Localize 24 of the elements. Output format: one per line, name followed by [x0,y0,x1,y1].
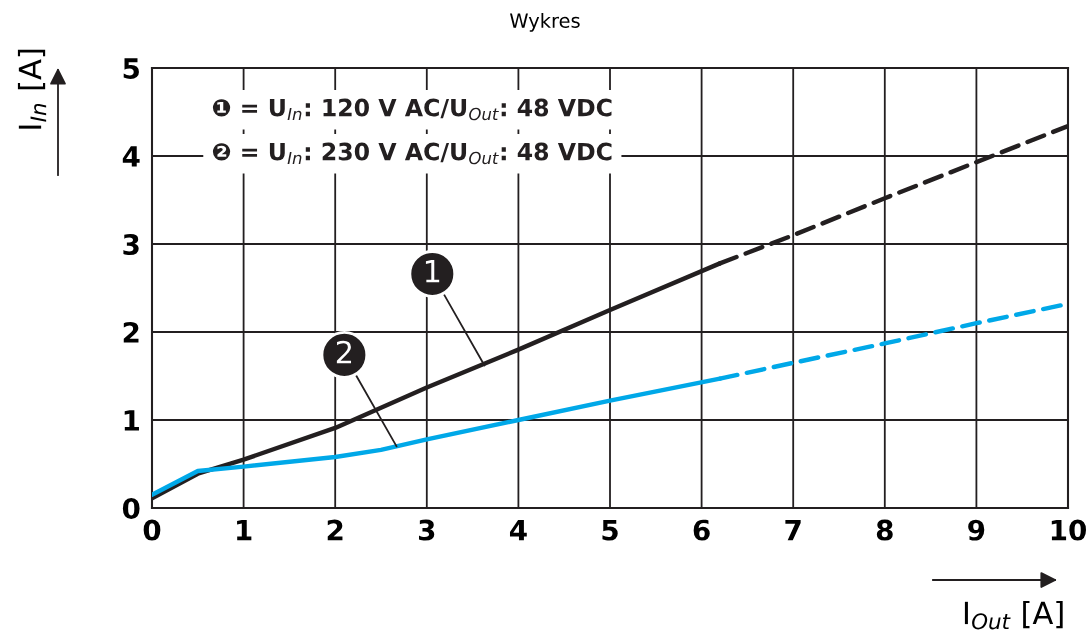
x-tick-label: 4 [509,519,527,541]
x-tick-label: 9 [968,519,985,541]
y-tick-label: 1 [124,410,139,431]
x-tick-label: 7 [785,519,801,541]
x-tick-label: 8 [876,519,893,541]
annotation: 2 [336,340,352,364]
y-tick-label: 0 [122,497,140,519]
y-tick-label: 3 [123,233,139,255]
x-tick-label: 2 [327,519,343,541]
annotation: ❷ = U$_{In}$: 230 V AC/U$_{Out}$: 48 VDC [212,142,612,165]
x-tick-label: 10 [1051,519,1086,541]
y-tick-label: 4 [122,146,140,167]
x-axis-title: I$_{Out}$ [A] [964,600,1063,630]
y-axis-title: I$_{In}$ [A] [17,49,47,129]
x-tick-label: 5 [602,519,618,541]
x-tick-label: 6 [693,519,710,541]
x-tick-label: 1 [237,519,252,541]
y-tick-label: 2 [123,321,139,343]
annotation: 1 [425,260,440,283]
chart-title: Wykres [510,12,580,32]
annotation: ❶ = U$_{In}$: 120 V AC/U$_{Out}$: 48 VDC [212,98,612,121]
y-tick-label: 5 [123,58,139,79]
x-tick-label: 3 [418,519,435,541]
x-tick-label: 0 [143,519,161,541]
